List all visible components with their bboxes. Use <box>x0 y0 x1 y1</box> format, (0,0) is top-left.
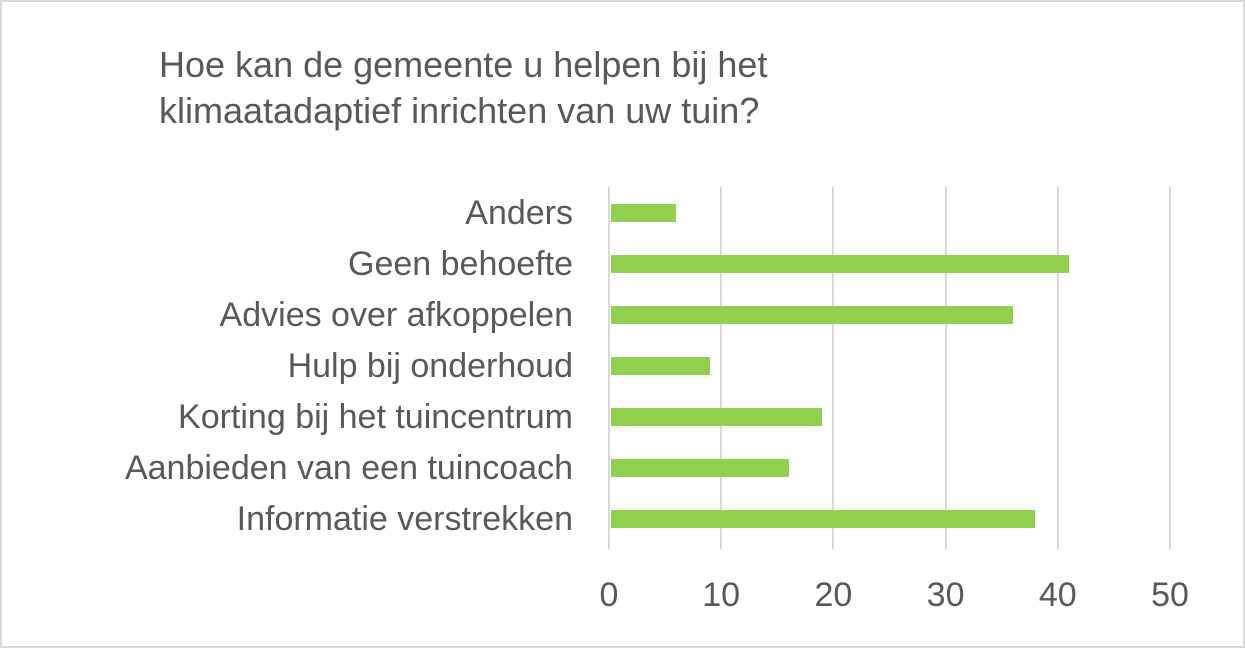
x-tick-label: 0 <box>599 576 619 614</box>
axis-tick <box>1056 543 1059 549</box>
category-label: Informatie verstrekken <box>236 500 573 538</box>
bar <box>611 459 789 477</box>
bar <box>611 306 1013 324</box>
chart-title: Hoe kan de gemeente u helpen bij het kli… <box>159 44 768 131</box>
axis-tick <box>1169 543 1171 549</box>
category-label: Korting bij het tuincentrum <box>178 398 573 436</box>
category-label: Aanbieden van een tuincoach <box>124 449 573 487</box>
gridline <box>832 187 835 543</box>
x-tick-label: 10 <box>702 576 741 614</box>
axis-tick <box>608 543 610 549</box>
category-label: Anders <box>465 194 573 232</box>
bar <box>611 357 710 375</box>
bar <box>611 510 1036 528</box>
bar <box>611 204 677 222</box>
axis-tick <box>720 543 723 549</box>
axis-tick <box>944 543 947 549</box>
gridline <box>1169 187 1171 543</box>
x-tick-label: 30 <box>926 576 965 614</box>
bar <box>611 255 1070 273</box>
category-label: Geen behoefte <box>348 245 573 283</box>
x-tick-label: 40 <box>1038 576 1077 614</box>
gridline <box>720 187 723 543</box>
x-tick-label: 50 <box>1151 576 1189 614</box>
category-label: Hulp bij onderhoud <box>287 347 573 385</box>
category-label: Advies over afkoppelen <box>219 296 573 334</box>
bar <box>611 408 823 426</box>
x-tick-label: 20 <box>814 576 853 614</box>
axis-tick <box>832 543 835 549</box>
gridline <box>608 187 610 543</box>
gridline <box>944 187 947 543</box>
gridline <box>1056 187 1059 543</box>
plot-area <box>608 187 1171 549</box>
